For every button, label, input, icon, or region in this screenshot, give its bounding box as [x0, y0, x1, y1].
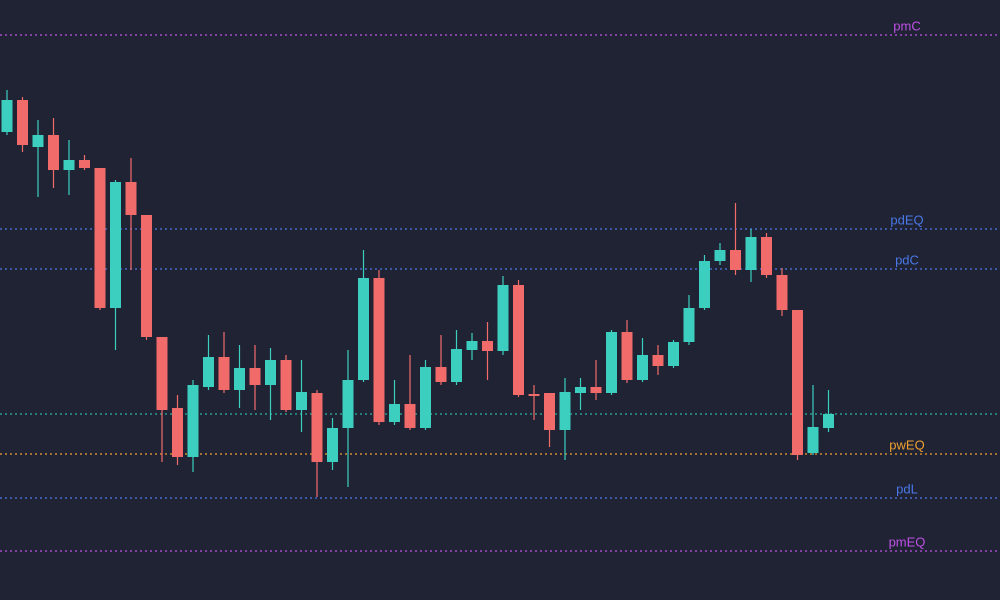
candle-body: [761, 237, 772, 275]
candle-body: [637, 355, 648, 380]
candle-body: [497, 285, 509, 351]
candle-body: [714, 250, 726, 261]
candle-body: [559, 392, 571, 430]
candle-body: [1, 100, 13, 132]
candle-body: [280, 360, 292, 410]
candle-body: [156, 337, 168, 410]
candle-body: [745, 237, 757, 270]
candle-body: [342, 380, 354, 428]
candle-body: [79, 160, 90, 168]
candle-body: [590, 387, 602, 393]
candle-body: [621, 332, 633, 380]
level-label: pdEQ: [890, 212, 923, 227]
level-label: pdC: [895, 252, 919, 267]
candle-body: [699, 261, 710, 308]
candle-body: [730, 250, 741, 270]
candle-body: [203, 357, 214, 387]
candle-body: [172, 408, 183, 457]
candle-body: [792, 310, 803, 455]
candle-body: [358, 278, 369, 380]
candle-body: [94, 168, 106, 308]
level-label: pmC: [893, 18, 920, 33]
candle-body: [544, 393, 555, 430]
candle-body: [513, 285, 524, 395]
candle-body: [389, 404, 400, 422]
candle-body: [373, 278, 385, 422]
candle-body: [48, 135, 59, 170]
candle-body: [420, 367, 431, 428]
candle-body: [528, 394, 540, 396]
candle-body: [17, 100, 28, 145]
candle-body: [234, 368, 245, 390]
level-label: pdL: [896, 481, 918, 496]
candle-body: [482, 341, 493, 351]
candle-body: [110, 182, 121, 308]
candle-body: [327, 428, 338, 462]
level-label: pmEQ: [889, 534, 926, 549]
candle-body: [823, 414, 834, 428]
candle-body: [776, 275, 788, 310]
candle-body: [141, 215, 152, 337]
candle-body: [187, 385, 199, 457]
candle-body: [265, 360, 276, 385]
candle-body: [668, 342, 679, 366]
candle-body: [435, 367, 447, 382]
candle-body: [311, 393, 323, 462]
candle-body: [249, 368, 261, 385]
candle-body: [296, 392, 307, 410]
candle-body: [218, 357, 230, 390]
candle-body: [652, 355, 664, 366]
candle-body: [404, 404, 416, 428]
candle-body: [683, 308, 695, 342]
candle-body: [125, 182, 137, 215]
candle-body: [466, 341, 478, 350]
candle-body: [451, 349, 462, 382]
candle-body: [63, 160, 75, 170]
candle-body: [32, 135, 44, 147]
candle-body: [606, 332, 617, 393]
level-label: pwEQ: [889, 437, 924, 452]
candle-body: [807, 427, 819, 453]
candle-body: [575, 387, 586, 393]
